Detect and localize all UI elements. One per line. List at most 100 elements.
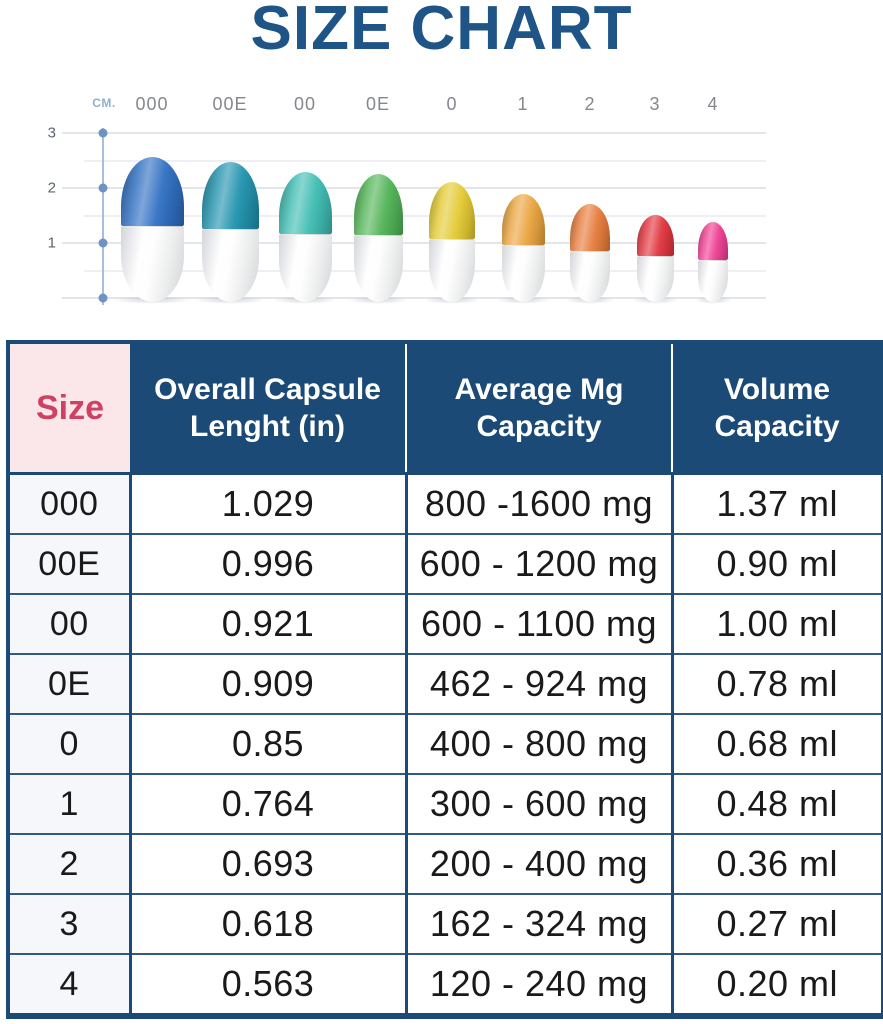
capsule-size-3 bbox=[636, 215, 674, 302]
capsule-size-label: 4 bbox=[707, 94, 719, 114]
capsule-cap bbox=[429, 182, 475, 239]
mg-cell: 600 - 1100 mg bbox=[404, 593, 672, 654]
axis-tick-label: 1 bbox=[47, 234, 56, 252]
mg-cell: 162 - 324 mg bbox=[404, 893, 672, 954]
size-cell: 000 bbox=[10, 472, 130, 534]
volume-cell: 0.78 ml bbox=[670, 653, 881, 714]
axis-tick-dot bbox=[98, 183, 108, 193]
axis-tick-label: 2 bbox=[47, 179, 56, 197]
size-cell: 2 bbox=[10, 833, 130, 894]
capsule-size-0 bbox=[429, 182, 475, 302]
length-cell: 0.693 bbox=[128, 833, 406, 894]
length-cell: 0.618 bbox=[128, 893, 406, 954]
capsule-body bbox=[501, 245, 545, 302]
y-axis-line bbox=[102, 128, 104, 305]
capsule-body bbox=[570, 251, 610, 302]
mg-cell: 600 - 1200 mg bbox=[404, 533, 672, 594]
length-cell: 0.909 bbox=[128, 653, 406, 714]
table-row: 1 0.764 300 - 600 mg 0.48 ml bbox=[10, 773, 881, 834]
length-cell: 0.85 bbox=[128, 713, 406, 774]
axis-tick-dot bbox=[98, 293, 108, 303]
mg-cell: 300 - 600 mg bbox=[404, 773, 672, 834]
capsule-size-label: 3 bbox=[649, 94, 661, 114]
volume-cell: 1.37 ml bbox=[670, 472, 881, 534]
capsule-size-00 bbox=[278, 172, 332, 302]
volume-cell: 0.48 ml bbox=[670, 773, 881, 834]
col-header-volume: Volume Capacity bbox=[671, 344, 881, 474]
mg-cell: 200 - 400 mg bbox=[404, 833, 672, 894]
capsule-body bbox=[698, 260, 728, 302]
gridline bbox=[62, 132, 766, 134]
capsule-size-label: 000 bbox=[135, 94, 169, 114]
col-header-mg: Average Mg Capacity bbox=[405, 344, 672, 474]
table-row: 2 0.693 200 - 400 mg 0.36 ml bbox=[10, 833, 881, 894]
size-cell: 0E bbox=[10, 653, 130, 714]
length-cell: 0.764 bbox=[128, 773, 406, 834]
table-row: 0E 0.909 462 - 924 mg 0.78 ml bbox=[10, 653, 881, 714]
volume-cell: 0.36 ml bbox=[670, 833, 881, 894]
capsule-size-diagram: CM. 3 2 1 000 00E 00 0E 0 1 2 3 4 bbox=[0, 0, 883, 335]
capsule-size-000 bbox=[120, 157, 184, 302]
capsule-cap bbox=[636, 215, 674, 256]
capsule-size-00E bbox=[201, 162, 259, 302]
capsule-cap bbox=[353, 174, 403, 235]
table-header: Size Overall Capsule Lenght (in) Average… bbox=[10, 344, 881, 474]
gridline bbox=[84, 159, 766, 162]
capsule-body bbox=[429, 239, 475, 302]
capsule-size-label: 0E bbox=[365, 94, 391, 114]
capsule-size-2 bbox=[570, 204, 610, 302]
table-body: 000 1.029 800 -1600 mg 1.37 ml 00E 0.996… bbox=[10, 472, 881, 1013]
table-row: 00E 0.996 600 - 1200 mg 0.90 ml bbox=[10, 533, 881, 594]
size-cell: 0 bbox=[10, 713, 130, 774]
size-cell: 00 bbox=[10, 593, 130, 654]
capsule-body bbox=[278, 234, 332, 302]
volume-cell: 0.27 ml bbox=[670, 893, 881, 954]
capsule-body bbox=[201, 229, 259, 302]
gridline bbox=[62, 242, 766, 244]
table-row: 3 0.618 162 - 324 mg 0.27 ml bbox=[10, 893, 881, 954]
capsule-cap bbox=[501, 194, 545, 245]
axis-tick-label: 3 bbox=[47, 124, 56, 142]
capsule-body bbox=[353, 235, 403, 302]
size-table: Size Overall Capsule Lenght (in) Average… bbox=[10, 344, 881, 1013]
mg-cell: 462 - 924 mg bbox=[404, 653, 672, 714]
length-cell: 0.921 bbox=[128, 593, 406, 654]
table-row: 00 0.921 600 - 1100 mg 1.00 ml bbox=[10, 593, 881, 654]
axis-tick-dot bbox=[98, 238, 108, 248]
capsule-cap bbox=[698, 222, 728, 260]
capsule-size-1 bbox=[501, 194, 545, 302]
col-header-size: Size bbox=[10, 344, 130, 474]
capsule-size-label: 0 bbox=[446, 94, 458, 114]
capsule-size-4 bbox=[698, 222, 728, 302]
capsule-body bbox=[636, 256, 674, 302]
table-row: 000 1.029 800 -1600 mg 1.37 ml bbox=[10, 472, 881, 534]
length-cell: 0.563 bbox=[128, 953, 406, 1013]
volume-cell: 0.90 ml bbox=[670, 533, 881, 594]
volume-cell: 0.68 ml bbox=[670, 713, 881, 774]
col-header-length: Overall Capsule Lenght (in) bbox=[130, 344, 406, 474]
capsule-size-label: 00 bbox=[293, 94, 317, 114]
size-table-container: Size Overall Capsule Lenght (in) Average… bbox=[6, 340, 883, 1019]
size-cell: 3 bbox=[10, 893, 130, 954]
axis-tick-dot bbox=[98, 128, 108, 138]
gridline bbox=[62, 297, 766, 299]
mg-cell: 800 -1600 mg bbox=[404, 472, 672, 534]
mg-cell: 400 - 800 mg bbox=[404, 713, 672, 774]
capsule-body bbox=[120, 226, 184, 302]
capsule-size-label: 2 bbox=[584, 94, 596, 114]
table-row: 4 0.563 120 - 240 mg 0.20 ml bbox=[10, 953, 881, 1013]
capsule-cap bbox=[120, 157, 184, 226]
capsule-size-label: 00E bbox=[212, 94, 248, 114]
capsule-size-0E bbox=[353, 174, 403, 302]
capsule-size-label: 1 bbox=[517, 94, 529, 114]
gridline bbox=[84, 269, 766, 272]
page-title: SIZE CHART bbox=[250, 0, 633, 63]
table-row: 0 0.85 400 - 800 mg 0.68 ml bbox=[10, 713, 881, 774]
capsule-cap bbox=[278, 172, 332, 234]
capsule-cap bbox=[570, 204, 610, 251]
volume-cell: 0.20 ml bbox=[670, 953, 881, 1013]
size-cell: 4 bbox=[10, 953, 130, 1013]
volume-cell: 1.00 ml bbox=[670, 593, 881, 654]
length-cell: 1.029 bbox=[128, 472, 406, 534]
